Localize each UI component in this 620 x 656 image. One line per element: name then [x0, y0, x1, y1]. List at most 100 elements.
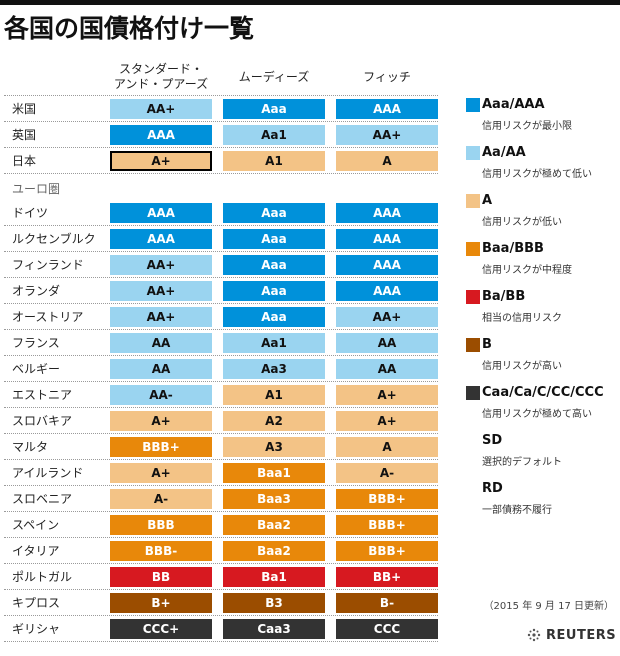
reuters-logo-icon: [527, 628, 541, 642]
legend-description: 信用リスクが低い: [482, 217, 562, 228]
row-separator: [4, 459, 438, 460]
legend-code: B: [482, 337, 492, 352]
column-header-fitch: フィッチ: [363, 70, 411, 84]
row-separator: [4, 329, 438, 330]
rating-cell-sp: BBB: [110, 515, 212, 535]
row-separator: [4, 355, 438, 356]
row-separator: [4, 121, 438, 122]
country-label: エストニア: [12, 388, 73, 402]
legend-code: RD: [482, 481, 503, 496]
row-separator: [4, 615, 438, 616]
rating-cell-sp: B+: [110, 593, 212, 613]
rating-cell-sp: A+: [110, 411, 212, 431]
rating-cell-sp: A+: [110, 463, 212, 483]
country-label: キプロス: [12, 596, 61, 610]
rating-cell-fitch: AAA: [336, 255, 438, 275]
country-label: アイルランド: [12, 466, 84, 480]
rating-cell-sp: AAA: [110, 229, 212, 249]
row-separator: [4, 589, 438, 590]
legend-code: A: [482, 193, 493, 208]
rating-cell-moodys: A3: [223, 437, 325, 457]
rating-cell-sp: AA+: [110, 307, 212, 327]
rating-cell-moodys: Baa2: [223, 541, 325, 561]
rating-cell-sp: AA-: [110, 385, 212, 405]
rating-cell-fitch: A: [336, 151, 438, 171]
rating-cell-moodys: Baa2: [223, 515, 325, 535]
rating-cell-fitch: AAA: [336, 281, 438, 301]
legend-description: 選択的デフォルト: [482, 457, 562, 468]
legend-code: Aa/AA: [482, 145, 526, 160]
rating-cell-moodys: Aaa: [223, 229, 325, 249]
rating-cell-fitch: BBB+: [336, 489, 438, 509]
rating-cell-moodys: Aaa: [223, 203, 325, 223]
legend-description: 信用リスクが最小限: [482, 121, 572, 132]
rating-cell-moodys: A1: [223, 385, 325, 405]
rating-cell-moodys: Baa1: [223, 463, 325, 483]
country-label: ベルギー: [12, 362, 61, 376]
country-label: オーストリア: [12, 310, 84, 324]
rating-cell-fitch: BB+: [336, 567, 438, 587]
rating-cell-sp: CCC+: [110, 619, 212, 639]
row-separator: [4, 641, 438, 642]
row-separator: [4, 173, 438, 174]
rating-cell-sp: BBB+: [110, 437, 212, 457]
brand-logo: REUTERS: [526, 625, 616, 645]
legend-swatch: [466, 146, 480, 160]
legend-code: SD: [482, 433, 503, 448]
country-label: 米国: [12, 102, 37, 116]
country-label: 日本: [12, 154, 37, 168]
row-separator: [4, 563, 438, 564]
legend-code: Aaa/AAA: [482, 97, 545, 112]
rating-cell-sp: AAA: [110, 125, 212, 145]
legend-swatch: [466, 98, 480, 112]
rating-cell-moodys: Aaa: [223, 255, 325, 275]
rating-cell-moodys: Baa3: [223, 489, 325, 509]
legend-swatch: [466, 386, 480, 400]
rating-cell-fitch: BBB+: [336, 541, 438, 561]
rating-cell-sp: A+: [110, 151, 212, 171]
rating-cell-sp: AA+: [110, 281, 212, 301]
legend-swatch: [466, 290, 480, 304]
column-header-moodys: ムーディーズ: [238, 70, 310, 84]
rating-cell-sp: BB: [110, 567, 212, 587]
rating-cell-sp: BBB-: [110, 541, 212, 561]
row-separator: [4, 433, 438, 434]
country-label: スペイン: [12, 518, 60, 532]
rating-cell-fitch: CCC: [336, 619, 438, 639]
row-separator: [4, 95, 438, 96]
country-label: スロベニア: [12, 492, 73, 506]
country-label: フィンランド: [12, 258, 84, 272]
group-label-eurozone: ユーロ圏: [12, 182, 61, 196]
rating-cell-moodys: Caa3: [223, 619, 325, 639]
country-label: イタリア: [12, 544, 60, 558]
rating-cell-sp: AAA: [110, 203, 212, 223]
legend-description: 一部債務不履行: [482, 505, 552, 516]
country-label: ルクセンブルク: [12, 232, 96, 246]
rating-cell-fitch: A: [336, 437, 438, 457]
legend-swatch: [466, 338, 480, 352]
column-header-sp-line: スタンダード・: [118, 62, 203, 76]
legend-description: 相当の信用リスク: [482, 313, 562, 324]
rating-cell-moodys: Aa1: [223, 125, 325, 145]
legend-description: 信用リスクが中程度: [482, 265, 572, 276]
country-label: マルタ: [12, 440, 49, 454]
row-separator: [4, 303, 438, 304]
rating-cell-sp: A-: [110, 489, 212, 509]
rating-cell-fitch: AAA: [336, 229, 438, 249]
legend-description: 信用リスクが高い: [482, 361, 562, 372]
rating-cell-sp: AA: [110, 333, 212, 353]
row-separator: [4, 147, 438, 148]
row-separator: [4, 381, 438, 382]
column-header-sp-line: アンド・プアーズ: [113, 77, 209, 91]
row-separator: [4, 407, 438, 408]
column-header-sp: スタンダード・ アンド・プアーズ: [110, 62, 212, 92]
rating-cell-moodys: Aaa: [223, 281, 325, 301]
rating-cell-fitch: AAA: [336, 203, 438, 223]
legend-code: Caa/Ca/C/CC/CCC: [482, 385, 604, 400]
legend-code: Ba/BB: [482, 289, 526, 304]
country-label: ギリシャ: [12, 622, 61, 636]
country-label: スロバキア: [12, 414, 73, 428]
row-separator: [4, 537, 438, 538]
row-separator: [4, 277, 438, 278]
rating-cell-sp: AA+: [110, 99, 212, 119]
